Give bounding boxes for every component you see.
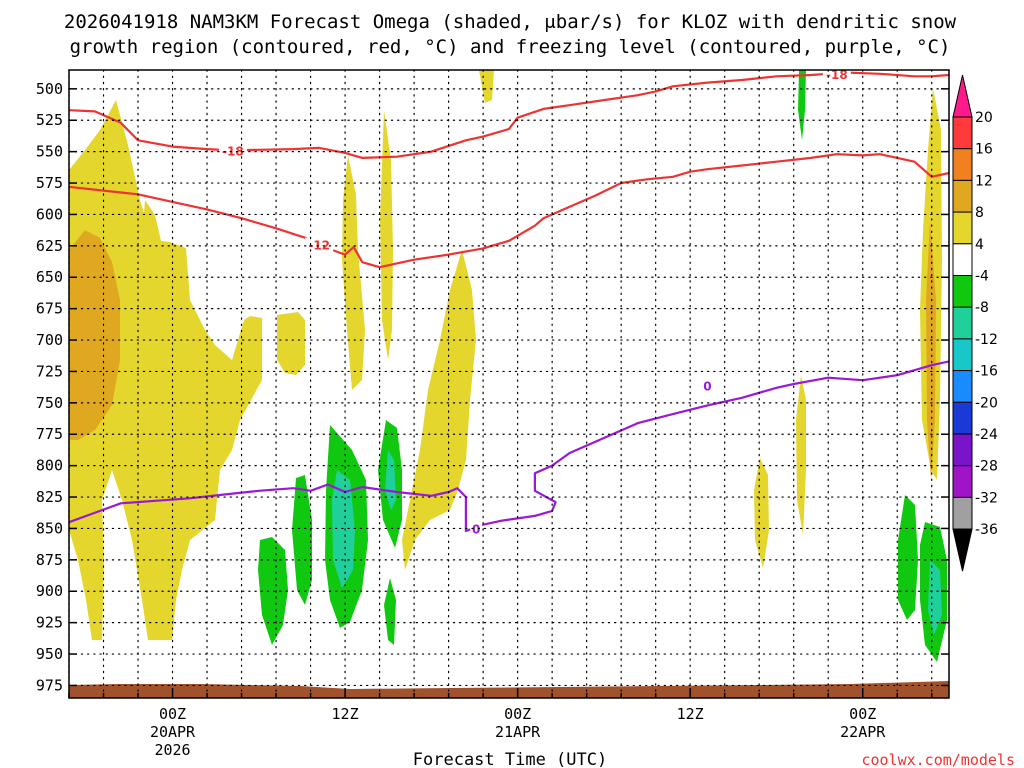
contour-label: -12 (308, 239, 330, 253)
x-axis-title: Forecast Time (UTC) (413, 750, 607, 768)
plot-frame (68, 69, 950, 699)
y-tick-label: 700 (36, 331, 63, 349)
y-tick-label: 650 (36, 268, 63, 286)
omega-upward-region (380, 110, 393, 360)
colorbar-segment (952, 275, 973, 308)
y-tick-label: 750 (36, 394, 63, 412)
omega-upward-region (342, 155, 365, 390)
contour-dgz-minus18 (68, 71, 950, 159)
contour-label-bg (701, 378, 714, 393)
colorbar-segment (952, 433, 973, 467)
contour-label: 0 (472, 522, 480, 536)
contour-label-bg (305, 237, 334, 252)
colorbar-label: 8 (975, 205, 984, 221)
colorbar-segment (952, 116, 973, 150)
x-tick-label: 00Z (504, 705, 531, 723)
omega-upward-region (277, 312, 305, 375)
y-tick-label: 800 (36, 457, 63, 475)
x-tick-label: 00Z (159, 705, 186, 723)
y-tick-label: 600 (36, 205, 63, 223)
omega-strong-downward-region (332, 470, 355, 588)
y-tick-label: 575 (36, 174, 63, 192)
y-tick-label: 775 (36, 425, 63, 443)
colorbar-segment (952, 496, 973, 530)
y-tick-label: 975 (36, 676, 63, 694)
colorbar-segment (952, 179, 973, 213)
colorbar-segment (952, 338, 973, 372)
contour-label: -18 (222, 144, 244, 158)
omega-strong-upward-region (926, 220, 936, 480)
pressure-axis: 500 525 550 575 600 625 650 675 700 725 750 775 800 8… (36, 80, 949, 694)
y-tick-label: 875 (36, 551, 63, 569)
omega-strong-downward-region (385, 450, 396, 510)
colorbar-label: -16 (975, 364, 998, 380)
y-tick-label: 900 (36, 582, 63, 600)
omega-upward-region (69, 100, 262, 640)
y-tick-label: 550 (36, 143, 63, 161)
chart-title-line-2: growth region (contoured, red, °C) and f… (70, 36, 951, 58)
colorbar-label: 12 (975, 173, 993, 189)
contour-label-bg (470, 521, 483, 536)
colorbar-segment (952, 148, 973, 181)
colorbar-label: 16 (975, 142, 993, 158)
y-tick-label: 675 (36, 300, 63, 318)
omega-downward-region (384, 578, 396, 645)
colorbar-top-arrow (952, 74, 973, 118)
y-tick-label: 925 (36, 614, 63, 632)
colorbar-segment (952, 370, 973, 403)
x-tick-label: 12Z (332, 705, 359, 723)
credit-text: coolwx.com/models (861, 751, 1015, 768)
y-tick-label: 825 (36, 488, 63, 506)
dotted-gridlines (68, 69, 950, 699)
omega-downward-region (292, 475, 312, 605)
omega-upward-region (796, 375, 806, 535)
contour-label-bg (218, 143, 247, 158)
y-tick-label: 625 (36, 237, 63, 255)
x-tick-label: 12Z (677, 705, 704, 723)
omega-upward-region (479, 70, 494, 103)
contour-label: -18 (826, 68, 848, 82)
colorbar-label: -36 (975, 522, 998, 538)
x-tick-label: 22APR (840, 723, 886, 741)
omega-upward-region (142, 200, 162, 310)
x-tick-label: 21APR (495, 723, 541, 741)
colorbar-segment (952, 465, 973, 498)
chart-title-line-1: 2026041918 NAM3KM Forecast Omega (shaded… (64, 11, 957, 33)
x-tick-label: 00Z (849, 705, 876, 723)
omega-shading-layer (69, 70, 949, 698)
x-tick-label: 20APR (150, 723, 196, 741)
colorbar-segment (952, 401, 973, 435)
y-tick-label: 950 (36, 645, 63, 663)
x-tick-label: 2026 (154, 741, 190, 759)
colorbar-segment (952, 306, 973, 340)
colorbar-label: 20 (975, 110, 993, 126)
y-tick-label: 500 (36, 80, 63, 98)
omega-strong-upward-region (69, 230, 120, 440)
y-tick-label: 850 (36, 519, 63, 537)
colorbar-label: -8 (975, 300, 989, 316)
contour-dgz-minus12 (68, 153, 950, 269)
colorbar-label: -4 (975, 269, 989, 285)
y-tick-label: 525 (36, 111, 63, 129)
colorbar-segment (952, 243, 973, 277)
colorbar-label: 4 (975, 237, 984, 253)
colorbar-segment (952, 211, 973, 245)
omega-downward-region (898, 495, 918, 620)
colorbar-bottom-arrow (952, 528, 973, 572)
colorbar-label: -32 (975, 490, 998, 506)
omega-upward-region (754, 458, 769, 568)
contour-label: 0 (703, 379, 711, 393)
omega-downward-region (258, 537, 288, 645)
omega-downward-region (798, 70, 806, 140)
colorbar-label: -12 (975, 332, 998, 348)
colorbar-label: -24 (975, 427, 998, 443)
colorbar-label: -20 (975, 395, 998, 411)
colorbar-label: -28 (975, 459, 998, 475)
y-tick-label: 725 (36, 362, 63, 380)
omega-colorbar: 20 16 12 8 4 -4 -8 -12 -16 -20 -24 -28 -32 -36 (952, 74, 998, 572)
terrain-surface (69, 681, 949, 698)
